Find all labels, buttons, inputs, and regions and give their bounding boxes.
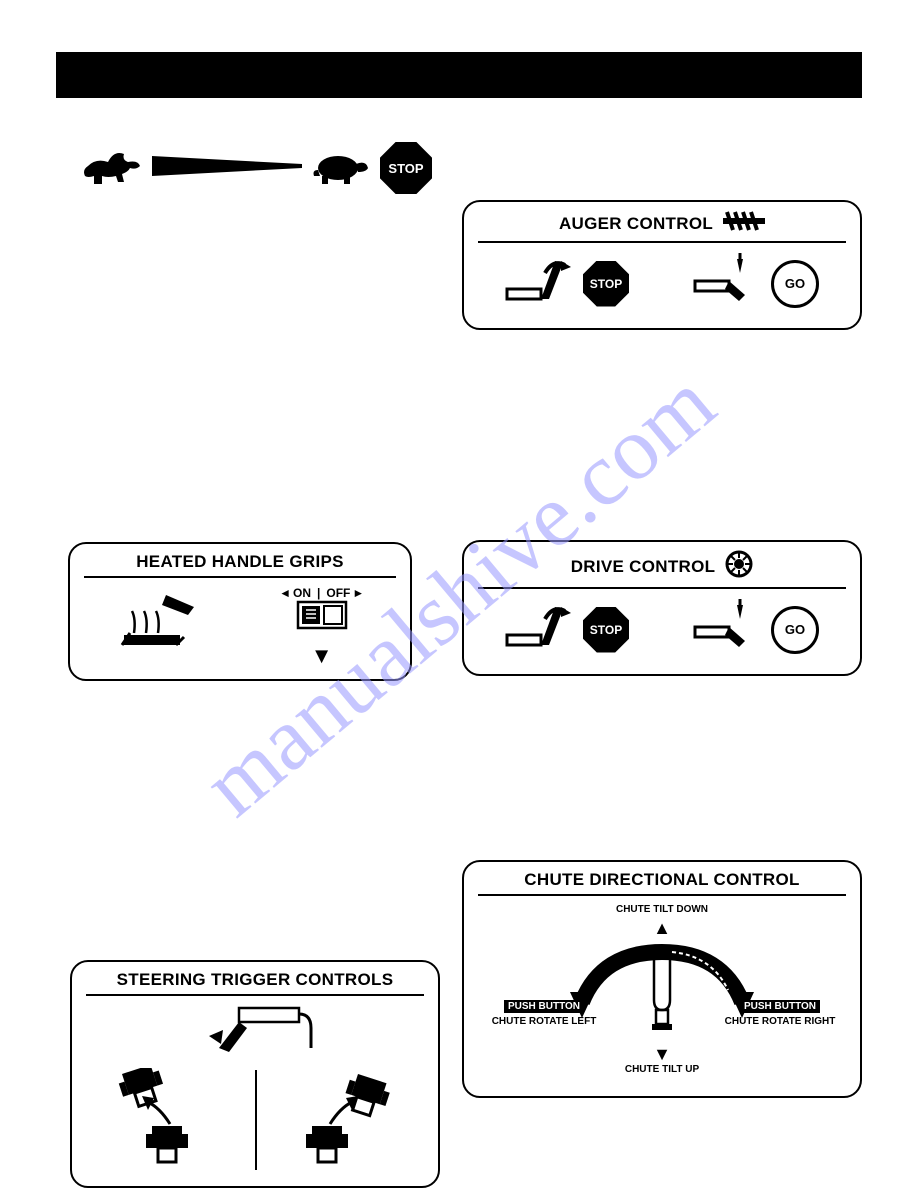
auger-stop-group: STOP xyxy=(505,251,629,316)
steering-controls-panel: STEERING TRIGGER CONTROLS xyxy=(70,960,440,1188)
off-label: OFF xyxy=(326,586,350,600)
drive-stop-group: STOP xyxy=(505,597,629,662)
go-sign-icon: GO xyxy=(771,606,819,654)
lever-down-icon xyxy=(693,597,765,662)
stop-sign-icon: STOP xyxy=(380,142,432,194)
stop-label: STOP xyxy=(388,161,423,176)
tire-icon xyxy=(725,550,753,583)
chute-control-panel: CHUTE DIRECTIONAL CONTROL CHUTE TILT DOW… xyxy=(462,860,862,1098)
auger-divider xyxy=(478,241,846,243)
joystick-icon xyxy=(642,950,682,1045)
divider-pipe: | xyxy=(317,586,320,600)
drive-divider xyxy=(478,587,846,589)
auger-title-row: AUGER CONTROL xyxy=(478,210,846,237)
chute-divider xyxy=(478,894,846,896)
steering-title-row: STEERING TRIGGER CONTROLS xyxy=(86,970,424,990)
manual-switch-icon xyxy=(294,627,350,644)
heated-content: ◄ ON | OFF ► ▼ xyxy=(84,586,396,667)
stop-label: STOP xyxy=(590,277,622,291)
chute-title-row: CHUTE DIRECTIONAL CONTROL xyxy=(478,870,846,890)
right-labels: PUSH BUTTON CHUTE ROTATE RIGHT xyxy=(720,996,840,1027)
arrow-down-icon: ▼ xyxy=(279,645,364,667)
go-sign-icon: GO xyxy=(771,260,819,308)
switch-group: ◄ ON | OFF ► ▼ xyxy=(279,586,364,667)
chute-content: CHUTE TILT DOWN ▲ PUSH BUTTON CHUTE ROTA… xyxy=(478,904,846,1084)
steering-divider xyxy=(86,994,424,996)
trigger-grip-icon xyxy=(195,1004,315,1065)
heated-title: HEATED HANDLE GRIPS xyxy=(136,552,344,572)
on-label: ON xyxy=(293,586,311,600)
tilt-down-label: CHUTE TILT DOWN xyxy=(478,904,846,915)
auger-go-group: GO xyxy=(693,251,819,316)
stop-sign-icon: STOP xyxy=(583,607,629,653)
drive-go-group: GO xyxy=(693,597,819,662)
stop-label: STOP xyxy=(590,623,622,637)
tilt-up-label: CHUTE TILT UP xyxy=(478,1064,846,1075)
drive-content: STOP GO xyxy=(478,597,846,662)
drive-title: DRIVE CONTROL xyxy=(571,557,716,577)
heated-grips-panel: HEATED HANDLE GRIPS ◄ ON | OFF ► xyxy=(68,542,412,681)
snowthrower-turn-right-icon xyxy=(268,1068,408,1183)
speed-wedge-icon xyxy=(152,151,302,186)
drive-title-row: DRIVE CONTROL xyxy=(478,550,846,583)
rotate-left-label: CHUTE ROTATE LEFT xyxy=(484,1016,604,1027)
steering-title: STEERING TRIGGER CONTROLS xyxy=(117,970,394,990)
rabbit-icon xyxy=(80,146,142,191)
auger-content: STOP GO xyxy=(478,251,846,316)
header-black-bar xyxy=(56,52,862,98)
push-button-right: PUSH BUTTON xyxy=(740,1000,820,1013)
go-label: GO xyxy=(785,276,805,291)
drive-control-panel: DRIVE CONTROL STOP xyxy=(462,540,862,676)
auger-icon xyxy=(723,210,765,237)
lever-up-icon xyxy=(505,597,577,662)
lever-up-icon xyxy=(505,251,577,316)
heated-title-row: HEATED HANDLE GRIPS xyxy=(84,552,396,572)
snowthrower-turn-left-icon xyxy=(102,1068,242,1183)
auger-title: AUGER CONTROL xyxy=(559,214,713,234)
auger-control-panel: AUGER CONTROL STOP xyxy=(462,200,862,330)
heated-divider xyxy=(84,576,396,578)
chute-title: CHUTE DIRECTIONAL CONTROL xyxy=(524,870,799,890)
left-labels: PUSH BUTTON CHUTE ROTATE LEFT xyxy=(484,996,604,1027)
go-label: GO xyxy=(785,622,805,637)
speed-indicator-row: STOP xyxy=(80,142,432,194)
arrow-down-icon: ▼ xyxy=(653,1044,671,1065)
stop-sign-icon: STOP xyxy=(583,261,629,307)
lever-down-icon xyxy=(693,251,765,316)
arrow-left-icon: ◄ xyxy=(279,586,291,600)
arrow-right-icon: ► xyxy=(352,586,364,600)
push-button-left: PUSH BUTTON xyxy=(504,1000,584,1013)
rotate-right-label: CHUTE ROTATE RIGHT xyxy=(720,1016,840,1027)
hot-handle-icon xyxy=(116,589,206,664)
center-divider xyxy=(255,1070,257,1170)
steering-content xyxy=(86,1004,424,1174)
turtle-icon xyxy=(312,146,370,191)
